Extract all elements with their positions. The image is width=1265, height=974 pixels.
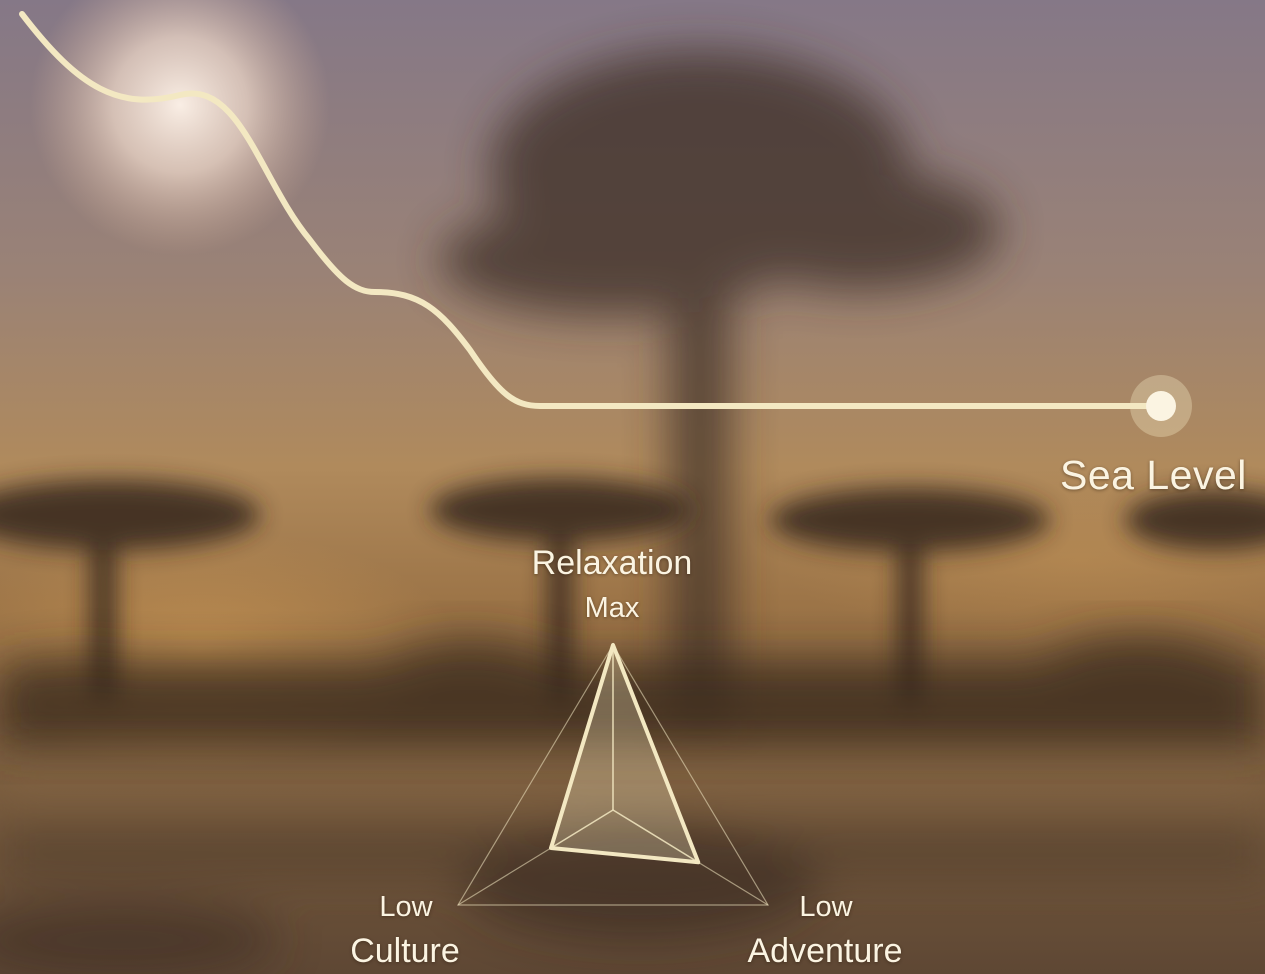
elevation-profile-line: [19, 11, 1163, 409]
adventure-axis-value: Low: [799, 891, 853, 923]
circle-marker-icon: [1130, 375, 1192, 437]
radar-outer-frame: [456, 643, 770, 906]
sea-level-label: Sea Level: [1060, 452, 1247, 498]
relaxation-axis-value: Max: [584, 592, 640, 624]
elevation-chart: [19, 11, 1192, 437]
culture-axis-value: Low: [379, 891, 433, 923]
radar-chart: [456, 643, 770, 906]
radar-value-spoke-adventure: [612, 809, 699, 863]
culture-axis-title: Culture: [350, 932, 460, 970]
radar-value-spoke-culture: [550, 809, 614, 849]
radar-data-area: [549, 643, 701, 865]
adventure-axis-title: Adventure: [747, 932, 903, 970]
relaxation-axis-title: Relaxation: [531, 544, 693, 582]
